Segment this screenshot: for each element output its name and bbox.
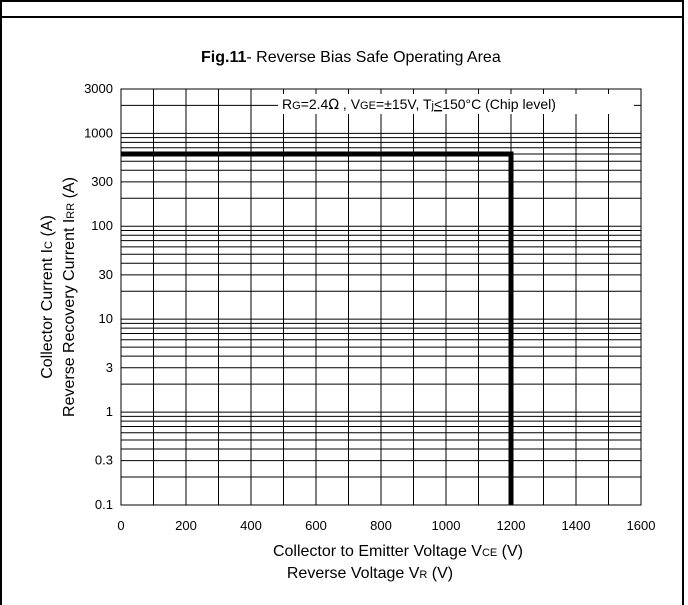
x-axis-title-line1-sub: CE [482, 547, 497, 559]
x-tick-label: 1200 [497, 518, 526, 533]
x-axis-title-line2-sub: R [419, 569, 427, 581]
grid-lines [121, 89, 641, 505]
x-axis-title-line2: Reverse Voltage VR (V) [287, 565, 453, 582]
y-tick-label: 3 [106, 360, 113, 375]
annotation-le: < [434, 96, 442, 112]
y-tick-label: 1000 [84, 125, 113, 140]
y-tick-label: 3000 [84, 81, 113, 96]
x-tick-labels: 0 200 400 600 800 1000 1200 1400 1600 [117, 518, 655, 533]
annotation-ohm: Ω [328, 97, 339, 113]
y-axis-title-line1: Collector Current IC (A) [39, 215, 56, 379]
x-tick-label: 0 [117, 518, 124, 533]
y-axis-title-line1-main: Collector Current I [39, 249, 56, 379]
x-tick-label: 1600 [627, 518, 656, 533]
x-tick-label: 800 [370, 518, 392, 533]
x-tick-label: 600 [305, 518, 327, 533]
x-tick-label: 400 [240, 518, 262, 533]
annotation-sep: , [339, 96, 351, 112]
annotation-r: R [282, 96, 292, 112]
y-tick-label: 10 [99, 311, 113, 326]
x-axis-title-line1-unit: (V) [497, 543, 523, 560]
x-tick-label: 1400 [562, 518, 591, 533]
annotation-text: RG=2.4Ω , VGE=±15V, Tj<150°C (Chip level… [282, 96, 556, 113]
y-axis-title-line2: Reverse Recovery Current IRR (A) [61, 177, 78, 417]
y-axis-title-line2-unit: (A) [61, 177, 78, 203]
annotation-r-sub: G [292, 100, 301, 112]
y-tick-label: 0.1 [95, 497, 113, 512]
annotation-v-sub: GE [360, 100, 376, 112]
y-tick-label: 1 [106, 404, 113, 419]
x-axis-title-line2-unit: (V) [427, 565, 453, 582]
annotation-v-value: =±15V, T [376, 96, 432, 112]
y-tick-label: 300 [91, 174, 113, 189]
y-axis-title-line2-main: Reverse Recovery Current I [61, 219, 78, 417]
y-axis-title-line2-sub: RR [65, 203, 77, 219]
x-tick-label: 200 [175, 518, 197, 533]
x-axis-title-line1-main: Collector to Emitter Voltage V [273, 543, 482, 560]
y-tick-label: 0.3 [95, 453, 113, 468]
x-tick-label: 1000 [432, 518, 461, 533]
x-axis-title-line1: Collector to Emitter Voltage VCE (V) [273, 543, 523, 560]
y-tick-labels: 0.1 0.3 1 3 10 30 100 300 1000 3000 [84, 81, 113, 512]
chart-title: Fig.11- Reverse Bias Safe Operating Area [201, 49, 501, 66]
y-tick-label: 100 [91, 218, 113, 233]
y-tick-label: 30 [99, 267, 113, 282]
y-axis-title-line1-unit: (A) [39, 215, 56, 241]
x-axis-title-line2-main: Reverse Voltage V [287, 565, 420, 582]
chart-title-prefix: Fig.11 [201, 49, 246, 66]
annotation-temp: 150°C (Chip level) [442, 96, 556, 112]
y-axis-title-line1-sub: C [43, 241, 55, 249]
chart-title-rest: - Reverse Bias Safe Operating Area [246, 49, 500, 66]
annotation-r-value: =2.4 [301, 96, 329, 112]
